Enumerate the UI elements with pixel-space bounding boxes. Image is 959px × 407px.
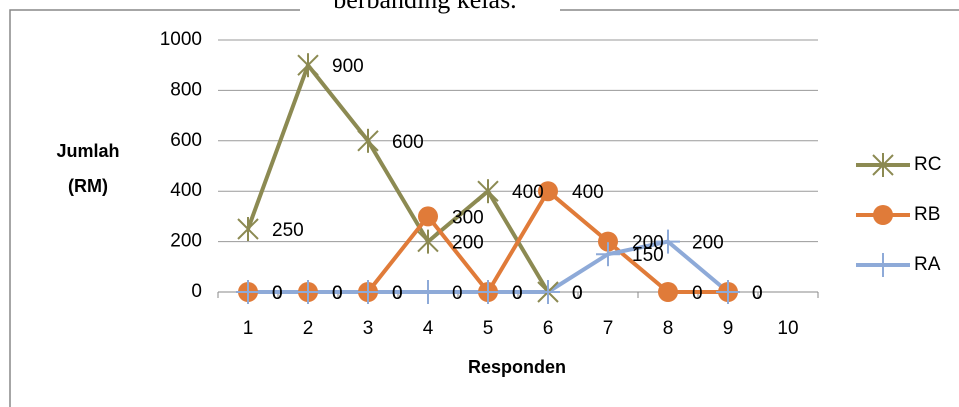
data-label: 0 — [572, 283, 583, 304]
data-label: 0 — [572, 283, 583, 304]
y-tick-label: 1000 — [160, 29, 202, 50]
x-axis-label: Responden — [468, 357, 566, 377]
data-label: 0 — [332, 283, 343, 304]
marker — [236, 280, 260, 304]
data-label: 0 — [272, 283, 283, 304]
y-tick-label: 200 — [170, 231, 202, 252]
caption-bg — [300, 0, 560, 18]
marker — [237, 217, 259, 241]
data-label: 400 — [572, 182, 604, 203]
marker — [872, 153, 894, 177]
marker — [417, 229, 439, 254]
y-tick-label: 800 — [170, 79, 202, 100]
legend-label: RB — [914, 204, 940, 225]
x-tick-label: 5 — [483, 318, 494, 339]
marker — [538, 181, 558, 202]
x-tick-label: 1 — [243, 318, 254, 339]
marker — [716, 280, 740, 304]
marker — [357, 128, 379, 153]
y-axis-label: (RM) — [68, 176, 108, 196]
data-label: 0 — [692, 283, 703, 304]
data-label: 200 — [632, 233, 664, 254]
y-tick-label: 0 — [191, 281, 202, 302]
legend-label: RC — [914, 154, 941, 175]
y-tick-label: 400 — [170, 180, 202, 201]
data-label: 0 — [272, 283, 283, 304]
data-label: 200 — [692, 233, 724, 254]
data-label: 0 — [332, 283, 343, 304]
data-label: 150 — [632, 245, 664, 266]
marker — [596, 242, 620, 267]
marker — [476, 280, 500, 304]
y-tick-label: 600 — [170, 130, 202, 151]
marker — [296, 280, 320, 304]
x-tick-label: 2 — [303, 318, 314, 339]
x-tick-label: 7 — [603, 318, 614, 339]
data-label: 400 — [512, 182, 544, 203]
data-label: 0 — [392, 283, 403, 304]
x-tick-label: 3 — [363, 318, 374, 339]
x-tick-label: 4 — [423, 318, 434, 339]
marker — [418, 206, 438, 227]
marker — [598, 231, 618, 252]
data-label: 0 — [752, 283, 763, 304]
data-label: 250 — [272, 220, 304, 241]
marker — [871, 253, 895, 277]
x-tick-label: 6 — [543, 318, 554, 339]
data-label: 900 — [332, 56, 364, 77]
data-label: 0 — [512, 283, 523, 304]
x-tick-label: 10 — [777, 318, 798, 339]
data-label: 0 — [512, 283, 523, 304]
x-tick-label: 9 — [723, 318, 734, 339]
marker — [658, 282, 678, 302]
marker — [873, 205, 893, 225]
data-label: 600 — [392, 132, 424, 153]
legend-label: RA — [914, 254, 941, 275]
data-label: 0 — [752, 283, 763, 304]
caption: berbanding kelas. — [333, 0, 516, 14]
marker — [477, 179, 499, 204]
frame — [9, 9, 959, 407]
x-tick-label: 8 — [663, 318, 674, 339]
marker — [536, 280, 560, 304]
series-line — [246, 63, 550, 294]
marker — [656, 229, 680, 254]
data-label: 0 — [452, 283, 463, 304]
data-label: 0 — [392, 283, 403, 304]
data-label: 200 — [452, 233, 484, 254]
marker — [356, 280, 380, 304]
data-label: 300 — [452, 207, 484, 228]
marker — [416, 280, 440, 304]
y-axis-label: Jumlah — [56, 141, 119, 161]
marker — [297, 53, 319, 78]
